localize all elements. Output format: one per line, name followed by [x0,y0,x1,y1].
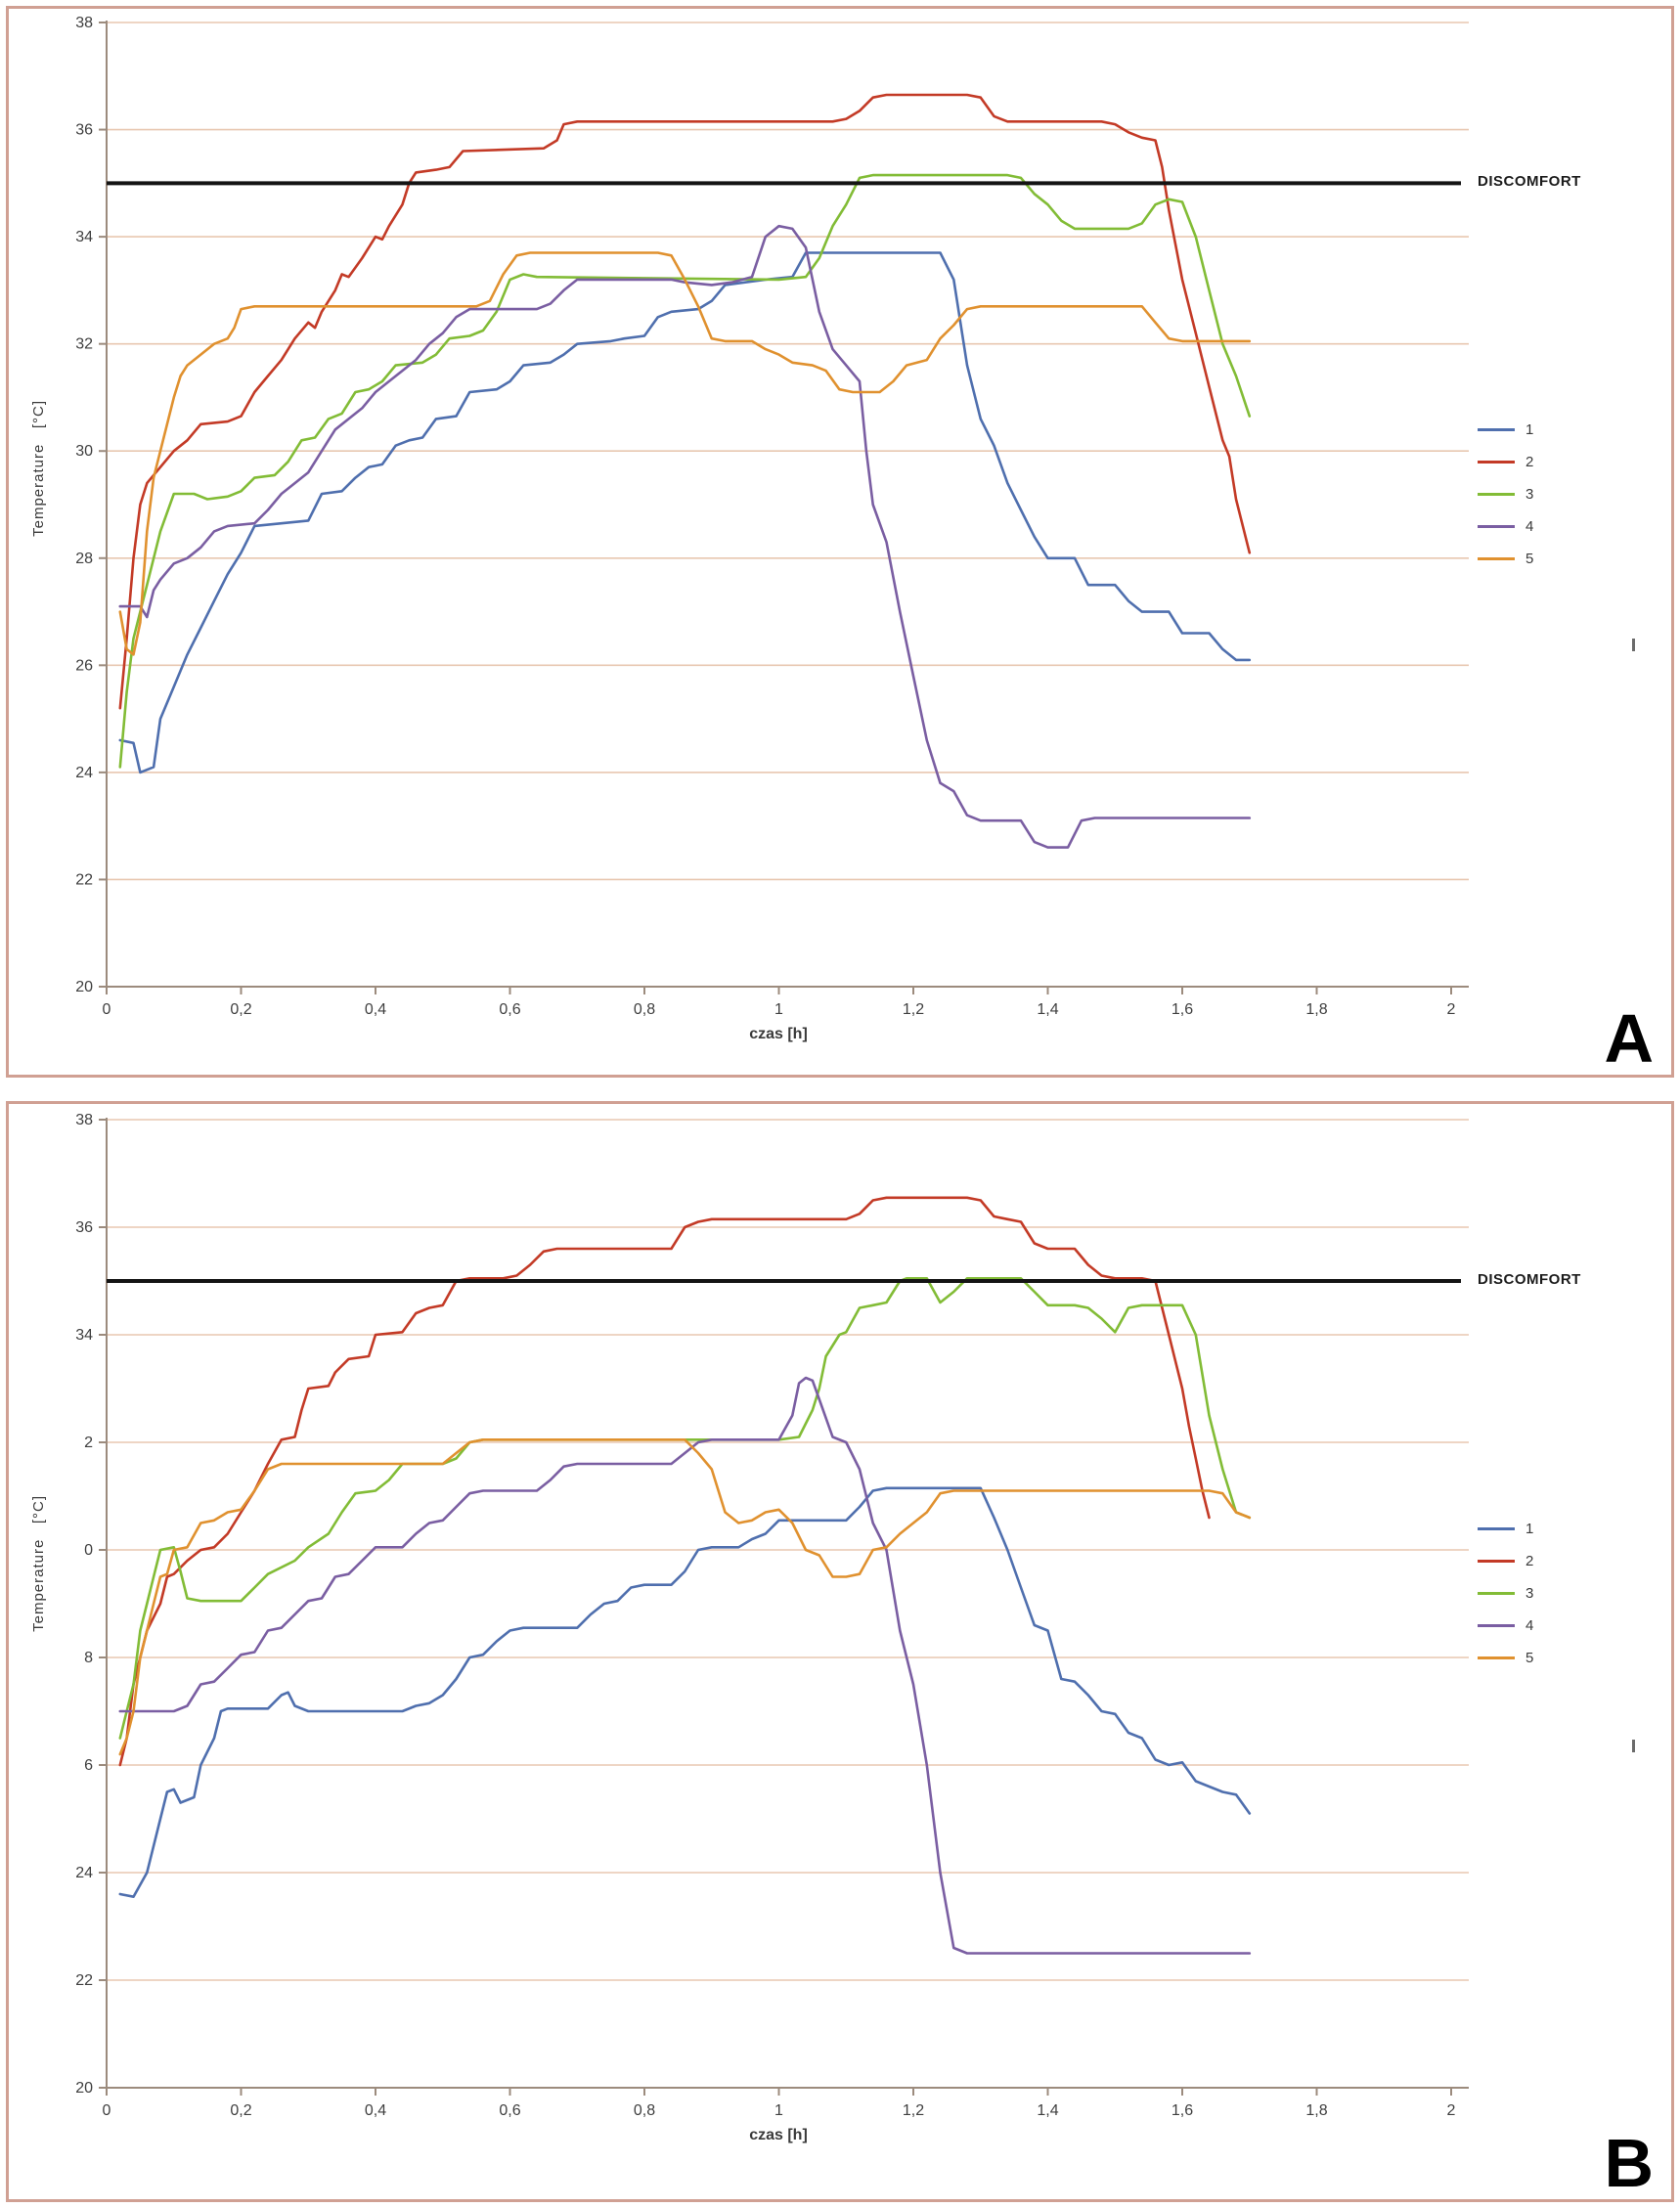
legend-item-3: 3 [1478,1577,1533,1610]
series-line-5 [118,251,1252,656]
x-tick-label: 0,8 [634,2102,655,2119]
x-tick-label: 1,6 [1172,1001,1193,1018]
discomfort-label-b: DISCOMFORT [1478,1271,1581,1288]
y-axis-title-a: Temperature [°C] [30,400,47,537]
x-tick-label: 1,8 [1305,1001,1327,1018]
series-line-2 [118,1196,1211,1767]
x-tick-label: 1,2 [903,1001,924,1018]
x-tick-label: 1,8 [1305,2102,1327,2119]
legend-item-3: 3 [1478,478,1533,510]
legend-label: 5 [1525,551,1534,567]
x-tick-label: 2 [1447,1001,1456,1018]
chart-a-canvas: 38 36 34 32 30 28 26 24 22 20 0 0,2 0,4 0,6 0,8 1 1,2 1,4… [75,15,1469,1018]
y-tick-label: 38 [75,15,93,31]
legend-line-icon [1478,1592,1515,1595]
legend-a: 1 2 3 4 5 [1478,414,1533,575]
legend-line-icon [1478,1624,1515,1627]
x-tick-label: 0,4 [365,1001,386,1018]
panel-letter-b: B [1604,2125,1654,2201]
x-tick-label: 0 [103,2102,111,2119]
legend-line-icon [1478,1656,1515,1659]
y-tick-label: 30 [75,443,93,460]
x-tick-label: 1 [774,1001,783,1018]
legend-label: 1 [1525,1521,1534,1537]
legend-label: 5 [1525,1650,1534,1666]
x-tick-label: 2 [1447,2102,1456,2119]
series-line-4 [118,224,1252,849]
legend-line-icon [1478,428,1515,431]
y-tick-label: 2 [84,1435,93,1451]
series-line-3 [118,173,1252,769]
series-line-1 [118,1486,1252,1899]
y-tick-label: 24 [75,1865,93,1881]
x-tick-label: 1,4 [1037,2102,1058,2119]
legend-label: 3 [1525,486,1534,503]
y-tick-label: 22 [75,1972,93,1989]
discomfort-label-a: DISCOMFORT [1478,173,1581,190]
series-line-2 [118,93,1252,710]
y-tick-label: 20 [75,2080,93,2097]
scan-artifact [1632,639,1635,651]
x-axis-title-a: czas [h] [749,1026,808,1042]
x-tick-label: 0 [103,1001,111,1018]
legend-item-2: 2 [1478,1545,1533,1577]
legend-label: 3 [1525,1585,1534,1602]
legend-line-icon [1478,1560,1515,1563]
y-tick-label: 32 [75,336,93,353]
chart-panel-a: 38 36 34 32 30 28 26 24 22 20 0 0,2 0,4 0,6 0,8 1 1,2 1,4… [6,6,1674,1078]
y-tick-label: 38 [75,1112,93,1128]
y-tick-label: 28 [75,551,93,567]
x-tick-label: 1,2 [903,2102,924,2119]
y-axis-title-b: Temperature [°C] [30,1495,47,1632]
y-tick-label: 34 [75,1327,93,1344]
series-line-1 [118,251,1252,774]
series-line-3 [118,1277,1252,1740]
x-tick-label: 0,8 [634,1001,655,1018]
legend-item-2: 2 [1478,446,1533,478]
legend-line-icon [1478,461,1515,464]
y-tick-label: 8 [84,1650,93,1666]
x-tick-label: 1,6 [1172,2102,1193,2119]
scan-artifact [1632,1740,1635,1752]
y-tick-label: 0 [84,1542,93,1559]
legend-line-icon [1478,525,1515,528]
legend-line-icon [1478,1527,1515,1530]
y-tick-label: 36 [75,1219,93,1236]
y-tick-label: 26 [75,657,93,674]
legend-item-1: 1 [1478,1513,1533,1545]
legend-label: 1 [1525,421,1534,438]
y-tick-label: 34 [75,229,93,245]
series-line-5 [118,1437,1252,1756]
legend-label: 2 [1525,454,1534,470]
legend-label: 4 [1525,1617,1534,1634]
legend-line-icon [1478,557,1515,560]
legend-item-1: 1 [1478,414,1533,446]
legend-item-4: 4 [1478,510,1533,543]
x-tick-label: 1 [774,2102,783,2119]
x-tick-label: 0,6 [499,1001,520,1018]
panel-letter-a: A [1604,1000,1654,1077]
x-tick-label: 1,4 [1037,1001,1058,1018]
y-tick-label: 6 [84,1757,93,1774]
y-tick-label: 20 [75,979,93,995]
legend-label: 2 [1525,1553,1534,1569]
legend-label: 4 [1525,518,1534,535]
x-axis-title-b: czas [h] [749,2127,808,2143]
y-tick-label: 22 [75,871,93,888]
chart-panel-b: 38 36 34 2 0 8 6 24 22 20 0 0,2 0,4 0,6 0,8 1 1,2 1,4 1,6 1… [6,1101,1674,2202]
y-tick-label: 24 [75,765,93,781]
series-line-4 [118,1376,1252,1955]
legend-b: 1 2 3 4 5 [1478,1513,1533,1674]
y-tick-label: 36 [75,122,93,139]
x-tick-label: 0,2 [230,1001,251,1018]
legend-item-4: 4 [1478,1610,1533,1642]
x-tick-label: 0,6 [499,2102,520,2119]
legend-item-5: 5 [1478,1642,1533,1674]
x-tick-label: 0,2 [230,2102,251,2119]
x-tick-label: 0,4 [365,2102,386,2119]
legend-line-icon [1478,493,1515,496]
legend-item-5: 5 [1478,543,1533,575]
